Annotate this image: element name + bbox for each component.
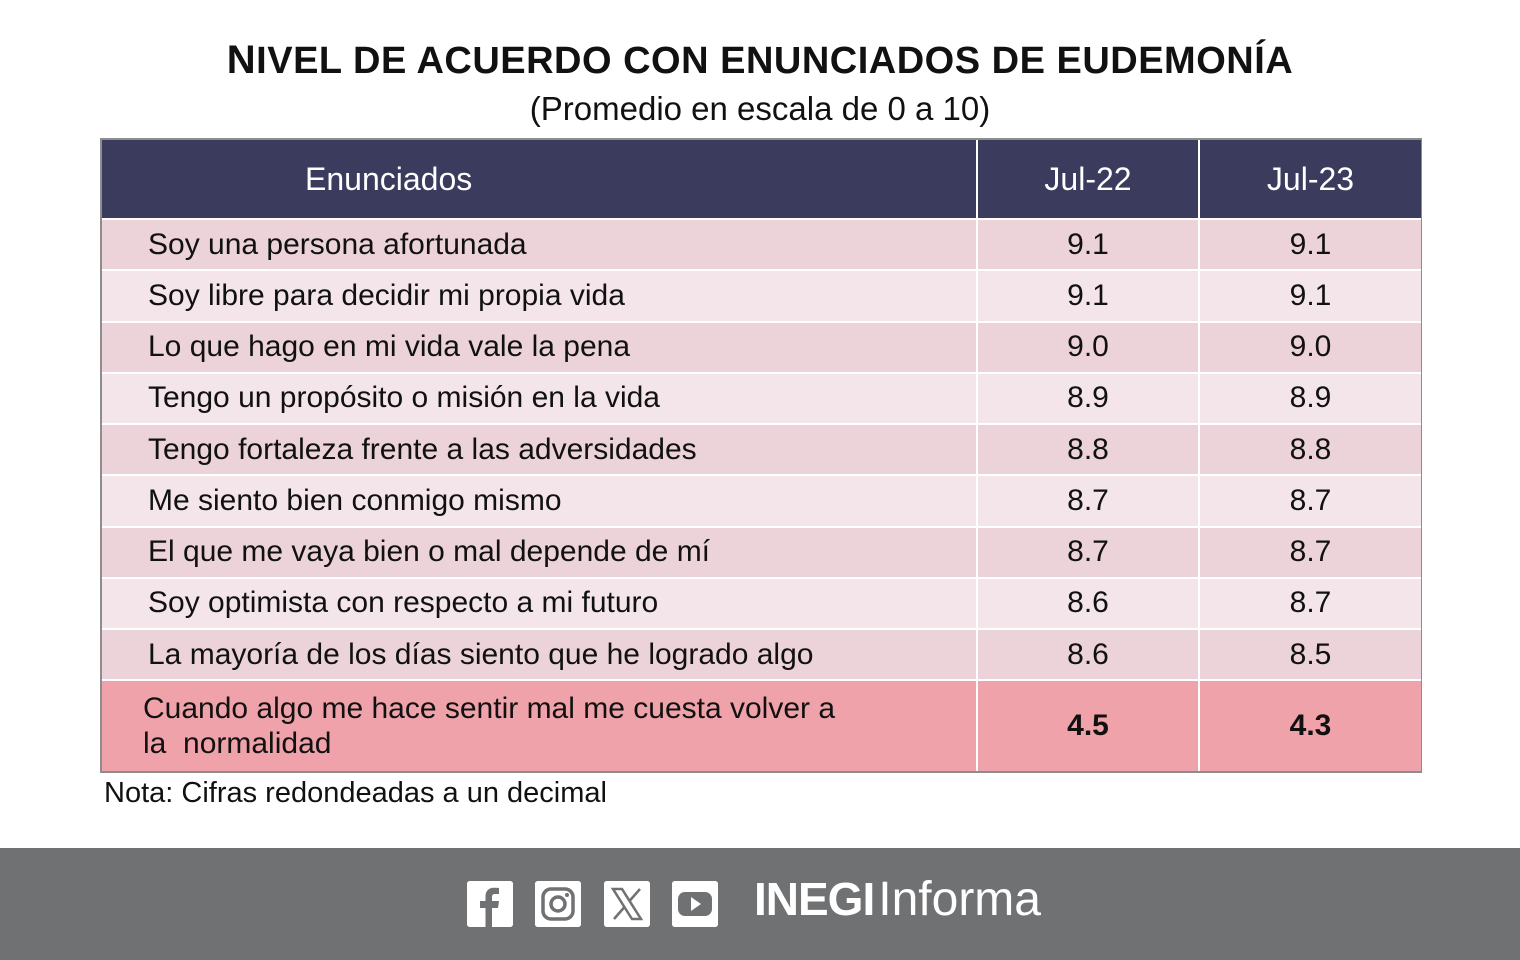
jul22-cell: 4.5 [977, 679, 1200, 771]
table-row: Soy una persona afortunada 9.1 9.1 [102, 217, 1421, 271]
statement-cell: El que me vaya bien o mal depende de mí [102, 525, 978, 578]
eudemonia-table: Enunciados Jul-22 Jul-23 Soy una persona… [100, 138, 1422, 773]
brand-inegi: INEGI [754, 873, 875, 925]
statement-cell: Me siento bien conmigo mismo [102, 474, 978, 527]
jul22-cell: 8.7 [977, 474, 1200, 527]
jul23-cell: 9.1 [1199, 217, 1421, 271]
statement-cell: Soy libre para decidir mi propia vida [102, 269, 978, 322]
statement-cell: Tengo un propósito o misión en la vida [102, 371, 978, 425]
jul22-cell: 9.0 [977, 320, 1200, 373]
column-header-jul22: Jul-22 [977, 140, 1200, 219]
jul22-cell: 9.1 [977, 269, 1200, 322]
table-row: Lo que hago en mi vida vale la pena 9.0 … [102, 320, 1421, 373]
jul23-cell: 8.7 [1199, 576, 1421, 630]
statement-cell: La mayoría de los días siento que he log… [102, 628, 978, 681]
page-title: NIVEL DE ACUERDO CON ENUNCIADOS DE EUDEM… [0, 38, 1520, 83]
table-header-row: Enunciados Jul-22 Jul-23 [102, 140, 1421, 219]
jul23-cell: 9.0 [1199, 320, 1421, 373]
statement-line: la normalidad [143, 727, 332, 761]
jul23-cell: 8.5 [1199, 628, 1421, 681]
table-row: Me siento bien conmigo mismo 8.7 8.7 [102, 474, 1421, 527]
jul23-cell: 8.9 [1199, 371, 1421, 425]
facebook-icon[interactable] [467, 881, 513, 927]
instagram-icon[interactable] [535, 881, 581, 927]
footnote: Nota: Cifras redondeadas a un decimal [104, 777, 607, 809]
table-row: Tengo un propósito o misión en la vida 8… [102, 371, 1421, 425]
jul23-cell: 8.7 [1199, 474, 1421, 527]
jul23-cell: 8.7 [1199, 525, 1421, 578]
jul22-cell: 8.9 [977, 371, 1200, 425]
column-header-statements: Enunciados [102, 140, 978, 219]
jul22-cell: 8.6 [977, 628, 1200, 681]
table-row: Soy optimista con respecto a mi futuro 8… [102, 576, 1421, 630]
jul23-cell: 9.1 [1199, 269, 1421, 322]
column-header-jul23: Jul-23 [1199, 140, 1421, 219]
x-icon[interactable] [604, 881, 650, 927]
jul22-cell: 8.6 [977, 576, 1200, 630]
jul22-cell: 8.8 [977, 423, 1200, 476]
statement-cell: Lo que hago en mi vida vale la pena [102, 320, 978, 373]
highlighted-row: Cuando algo me hace sentir mal me cuesta… [102, 679, 1421, 771]
youtube-icon[interactable] [672, 881, 718, 927]
table-row: Soy libre para decidir mi propia vida 9.… [102, 269, 1421, 322]
statement-cell: Cuando algo me hace sentir mal me cuesta… [102, 679, 978, 771]
jul23-cell: 8.8 [1199, 423, 1421, 476]
statement-cell: Soy optimista con respecto a mi futuro [102, 576, 978, 630]
table-row: La mayoría de los días siento que he log… [102, 628, 1421, 681]
title-rest: IVEL DE ACUERDO CON ENUNCIADOS DE EUDEMO… [256, 40, 1294, 82]
brand-informa: Informa [878, 873, 1041, 926]
title-initial: N [226, 38, 257, 82]
statement-cell: Tengo fortaleza frente a las adversidade… [102, 423, 978, 476]
jul22-cell: 8.7 [977, 525, 1200, 578]
jul23-cell: 4.3 [1199, 679, 1421, 771]
statement-line: Cuando algo me hace sentir mal me cuesta… [143, 692, 836, 726]
table-row: Tengo fortaleza frente a las adversidade… [102, 423, 1421, 476]
page-subtitle: (Promedio en escala de 0 a 10) [529, 90, 991, 127]
statement-cell: Soy una persona afortunada [102, 217, 978, 271]
table-row: El que me vaya bien o mal depende de mí … [102, 525, 1421, 578]
footer-bar: INEGI Informa [0, 848, 1520, 960]
inegi-informa-logo: INEGI Informa [754, 872, 1041, 932]
jul22-cell: 9.1 [977, 217, 1200, 271]
